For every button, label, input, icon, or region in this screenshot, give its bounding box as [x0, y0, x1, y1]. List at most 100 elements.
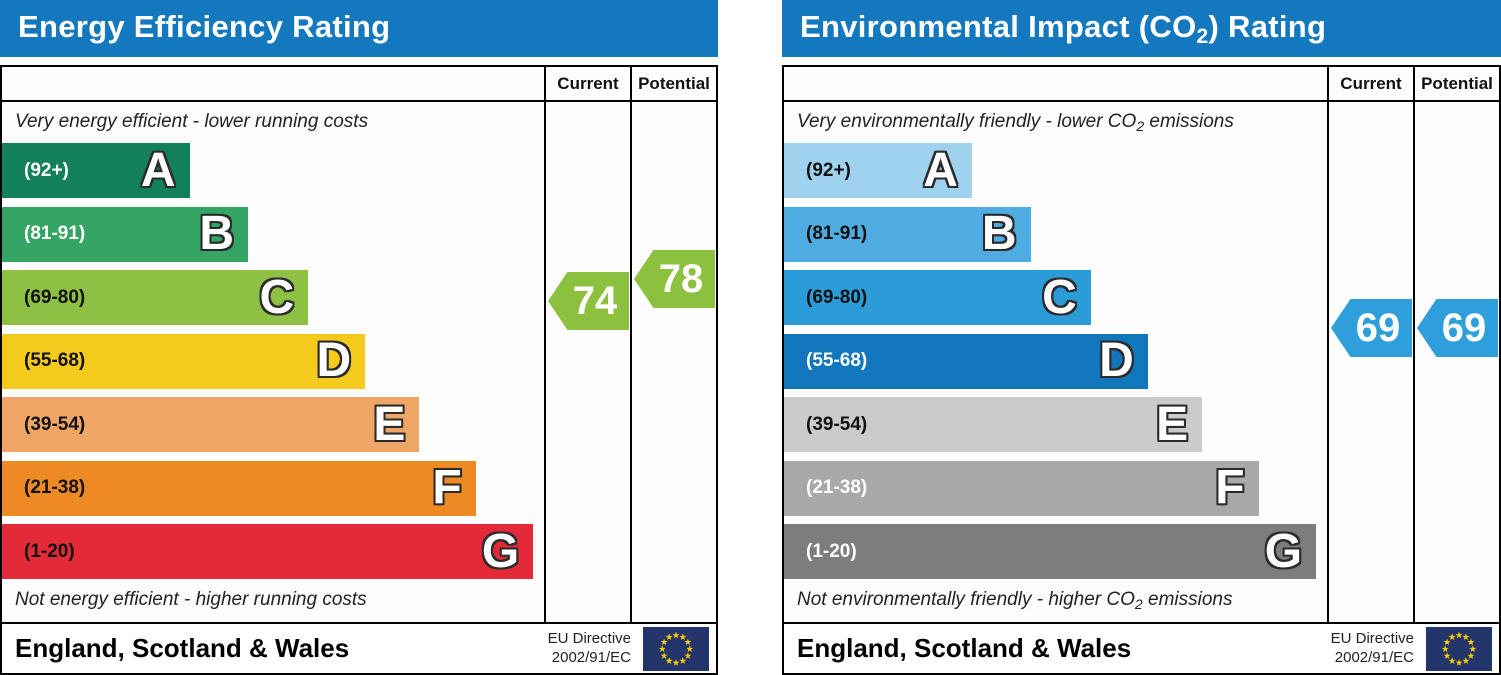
band-a-range-label: (92+) [806, 159, 851, 181]
band-row-g: (1-20) G [784, 524, 1327, 579]
band-g-grade-letter: G [481, 524, 520, 578]
band-g-grade-letter: G [1264, 524, 1303, 578]
band-d-bar: (55-68) D [2, 333, 366, 389]
current-column-header: Current [1327, 67, 1413, 100]
region-label: England, Scotland & Wales [15, 633, 350, 663]
band-d-range-label: (55-68) [24, 350, 86, 371]
band-a-bar: (92+) A [2, 143, 190, 198]
directive-line1: EU Directive [547, 629, 631, 647]
band-g-range-label: (1-20) [24, 540, 75, 562]
title-subscript: 2 [1196, 24, 1209, 48]
potential-rating-arrow: 69 [1417, 299, 1498, 357]
potential-column-header: Potential [1413, 67, 1499, 100]
current-rating-value: 69 [1355, 305, 1401, 350]
band-a-grade-letter: A [140, 143, 176, 197]
band-b-range-label: (81-91) [806, 223, 868, 244]
bottom-caption-text: Not energy efficient - higher running co… [15, 589, 367, 612]
energy-chart-title: Energy Efficiency Rating [18, 9, 390, 49]
potential-column: 69 [1413, 102, 1499, 622]
band-g-range-label: (1-20) [806, 540, 857, 562]
band-c-grade-letter: C [1042, 270, 1077, 324]
band-e-grade-letter: E [373, 397, 406, 451]
energy-efficiency-chart: Energy Efficiency Rating Current Potenti… [0, 0, 718, 675]
band-d-grade-letter: D [316, 334, 352, 387]
caption-text: Very environmentally friendly - lower CO [797, 110, 1137, 132]
band-g-bar: (1-20) G [2, 524, 534, 579]
column-header-row: Current Potential [2, 67, 716, 102]
table-footer: England, Scotland & Wales EU Directive 20… [2, 622, 716, 673]
current-rating-arrow: 69 [1331, 299, 1412, 357]
band-b-grade-letter: B [981, 207, 1017, 260]
band-e-range-label: (39-54) [24, 413, 86, 435]
top-caption: Very environmentally friendly - lower CO… [784, 102, 1327, 142]
band-row-g: (1-20) G [2, 524, 544, 579]
band-g-bar: (1-20) G [784, 524, 1317, 579]
current-rating-arrow: 74 [548, 272, 629, 330]
bottom-caption-text: Not environmentally friendly - higher CO… [797, 589, 1232, 612]
table-footer: England, Scotland & Wales EU Directive 20… [784, 622, 1499, 673]
current-column: 69 [1327, 102, 1413, 622]
band-b-bar: (81-91) B [784, 206, 1031, 262]
band-f-range-label: (21-38) [806, 477, 868, 498]
band-row-e: (39-54) E [784, 397, 1327, 452]
band-d-range-label: (55-68) [806, 350, 868, 371]
eu-directive-label: EU Directive 2002/91/EC [548, 630, 631, 668]
environmental-chart-header: Environmental Impact (CO2) Rating [782, 0, 1501, 57]
band-f-grade-letter: F [1215, 461, 1245, 514]
header-gap [782, 57, 1501, 65]
caption-text: Very energy efficient - lower running co… [15, 110, 369, 132]
band-row-d: (55-68) D [2, 333, 544, 389]
band-row-f: (21-38) F [2, 460, 544, 516]
caption-text-suffix: emissions [1142, 589, 1233, 610]
potential-column-header: Potential [630, 67, 716, 100]
current-column: 74 [544, 102, 630, 622]
band-b-grade-letter: B [199, 207, 235, 260]
rating-scale: Very energy efficient - lower running co… [2, 102, 544, 622]
caption-text: Not energy efficient - higher running co… [15, 589, 367, 610]
region-label: England, Scotland & Wales [797, 633, 1132, 663]
band-row-c: (69-80) C [2, 270, 544, 325]
environmental-rating-table: Current Potential Very environmentally f… [782, 65, 1501, 675]
band-f-range-label: (21-38) [24, 477, 86, 498]
band-row-b: (81-91) B [784, 206, 1327, 262]
top-caption: Very energy efficient - lower running co… [2, 102, 544, 142]
band-b-bar: (81-91) B [2, 206, 249, 262]
rating-body: Very environmentally friendly - lower CO… [784, 102, 1499, 622]
band-d-bar: (55-68) D [784, 333, 1148, 389]
band-d-grade-letter: D [1099, 334, 1134, 387]
band-row-a: (92+) A [784, 143, 1327, 198]
band-f-bar: (21-38) F [784, 460, 1259, 516]
rating-scale: Very environmentally friendly - lower CO… [784, 102, 1327, 622]
potential-rating-value: 69 [1441, 305, 1487, 350]
band-row-c: (69-80) C [784, 270, 1327, 325]
header-gap [0, 57, 718, 65]
caption-text-suffix: emissions [1144, 110, 1234, 132]
directive-line2: 2002/91/EC [551, 648, 631, 666]
band-a-grade-letter: A [923, 143, 958, 197]
band-row-b: (81-91) B [2, 206, 544, 262]
band-e-bar: (39-54) E [784, 397, 1203, 452]
band-b-range-label: (81-91) [24, 223, 86, 244]
directive-line2: 2002/91/EC [1334, 648, 1414, 666]
rating-body: Very energy efficient - lower running co… [2, 102, 716, 622]
bottom-caption: Not environmentally friendly - higher CO… [784, 579, 1327, 622]
column-header-row: Current Potential [784, 67, 1499, 102]
band-row-f: (21-38) F [784, 460, 1327, 516]
column-header-spacer [784, 67, 1327, 100]
top-caption-text: Very energy efficient - lower running co… [15, 111, 368, 134]
band-row-e: (39-54) E [2, 397, 544, 452]
title-text: Environmental Impact (CO [800, 8, 1197, 44]
rating-bands: (92+) A (81-91) B (69-80 [2, 142, 544, 579]
caption-text: Not environmentally friendly - higher CO [797, 589, 1135, 610]
caption-subscript: 2 [1136, 117, 1145, 134]
band-a-range-label: (92+) [24, 159, 69, 181]
band-f-bar: (21-38) F [2, 460, 476, 516]
eu-directive-label: EU Directive 2002/91/EC [1331, 630, 1414, 668]
energy-rating-table: Current Potential Very energy efficient … [0, 65, 718, 675]
band-c-bar: (69-80) C [2, 270, 309, 325]
directive-line1: EU Directive [1330, 629, 1414, 647]
potential-column: 78 [630, 102, 716, 622]
band-c-grade-letter: C [259, 270, 295, 324]
title-text: Energy Efficiency Rating [18, 8, 391, 44]
